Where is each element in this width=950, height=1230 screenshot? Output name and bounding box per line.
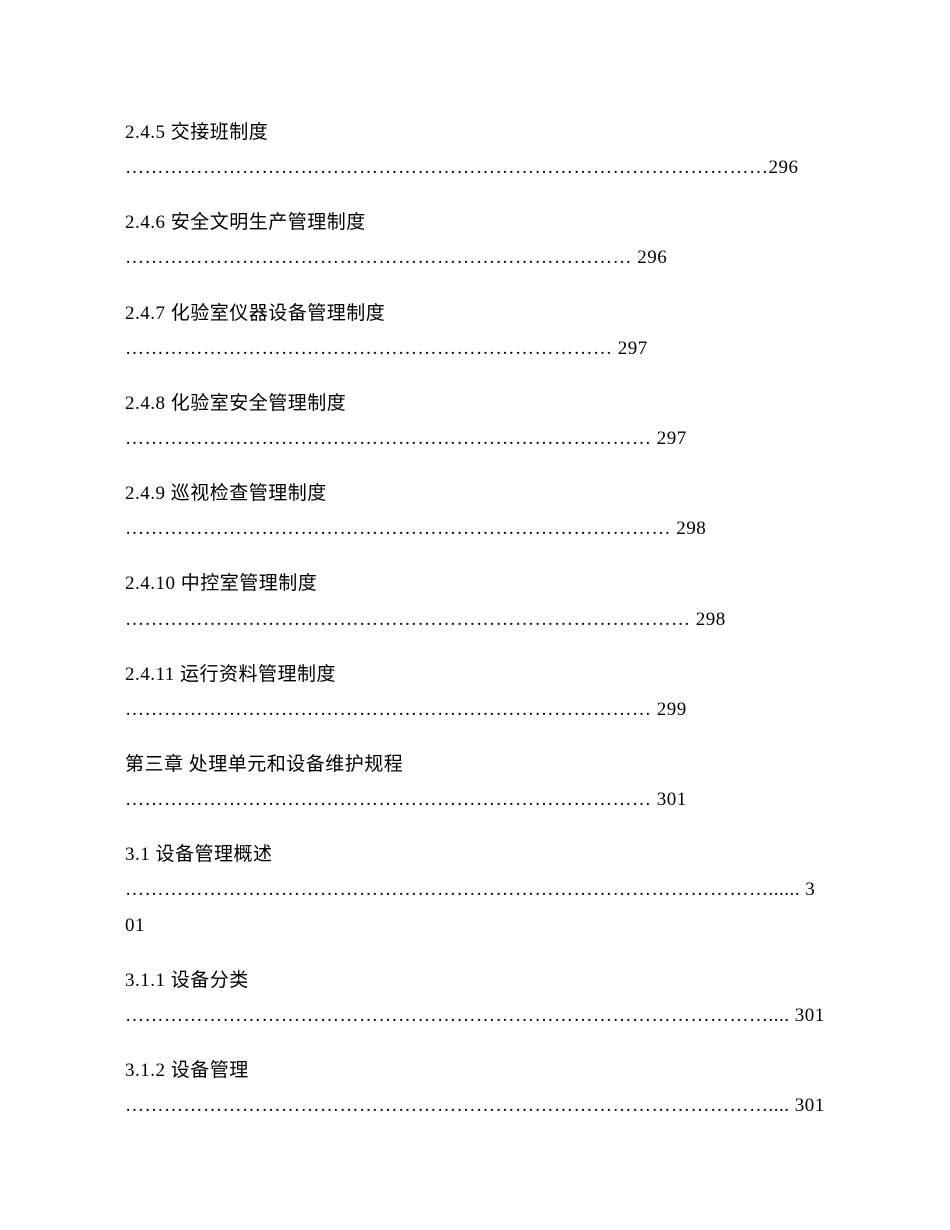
toc-title: 2.4.6 安全文明生产管理制度 [125,205,825,240]
toc-title: 2.4.11 运行资料管理制度 [125,657,825,692]
toc-dots-page: ……………………………………………………………………… 299 [125,692,825,727]
toc-dots-page: ………………………………………………………………… 297 [125,331,825,366]
toc-title: 3.1 设备管理概述 [125,837,825,872]
toc-title: 3.1.2 设备管理 [125,1053,825,1088]
toc-entry: 2.4.8 化验室安全管理制度…………………………………………………………………… [125,386,825,456]
toc-title: 2.4.7 化验室仪器设备管理制度 [125,296,825,331]
toc-dots-page: ……………………………………………………………………………………….... 30… [125,1088,825,1123]
toc-dots-page: …………………………………………………………………………… 298 [125,602,825,637]
toc-entry: 第三章 处理单元和设备维护规程…………………………………………………………………… [125,747,825,817]
toc-dots-page: ……………………………………………………………………………………….... 30… [125,998,825,1033]
toc-dots-page: …………………………………………………………………… 296 [125,240,825,275]
toc-entry: 2.4.6 安全文明生产管理制度………………………………………………………………… [125,205,825,275]
toc-entry: 2.4.10 中控室管理制度……………………………………………………………………… [125,566,825,636]
toc-entry: 2.4.11 运行资料管理制度…………………………………………………………………… [125,657,825,727]
toc-entry: 2.4.7 化验室仪器设备管理制度……………………………………………………………… [125,296,825,366]
toc-entry: 2.4.9 巡视检查管理制度……………………………………………………………………… [125,476,825,546]
toc-title: 2.4.8 化验室安全管理制度 [125,386,825,421]
toc-dots-page: ……………………………………………………………………… 297 [125,421,825,456]
toc-entry: 3.1 设备管理概述………………………………………………………………………………… [125,837,825,942]
table-of-contents: 2.4.5 交接班制度……………………………………………………………………………… [125,115,825,1123]
toc-title: 3.1.1 设备分类 [125,963,825,998]
toc-entry: 3.1.1 设备分类………………………………………………………………………………… [125,963,825,1033]
toc-entry: 2.4.5 交接班制度……………………………………………………………………………… [125,115,825,185]
toc-title: 2.4.5 交接班制度 [125,115,825,150]
toc-title: 2.4.9 巡视检查管理制度 [125,476,825,511]
toc-title: 2.4.10 中控室管理制度 [125,566,825,601]
toc-title: 第三章 处理单元和设备维护规程 [125,747,825,782]
toc-dots-page: ……………………………………………………………………… 301 [125,782,825,817]
toc-entry: 3.1.2 设备管理………………………………………………………………………………… [125,1053,825,1123]
toc-dots-page: ………………………………………………………………………………………...... … [125,872,825,942]
toc-dots-page: ………………………………………………………………………………………296 [125,150,825,185]
toc-dots-page: ………………………………………………………………………… 298 [125,511,825,546]
